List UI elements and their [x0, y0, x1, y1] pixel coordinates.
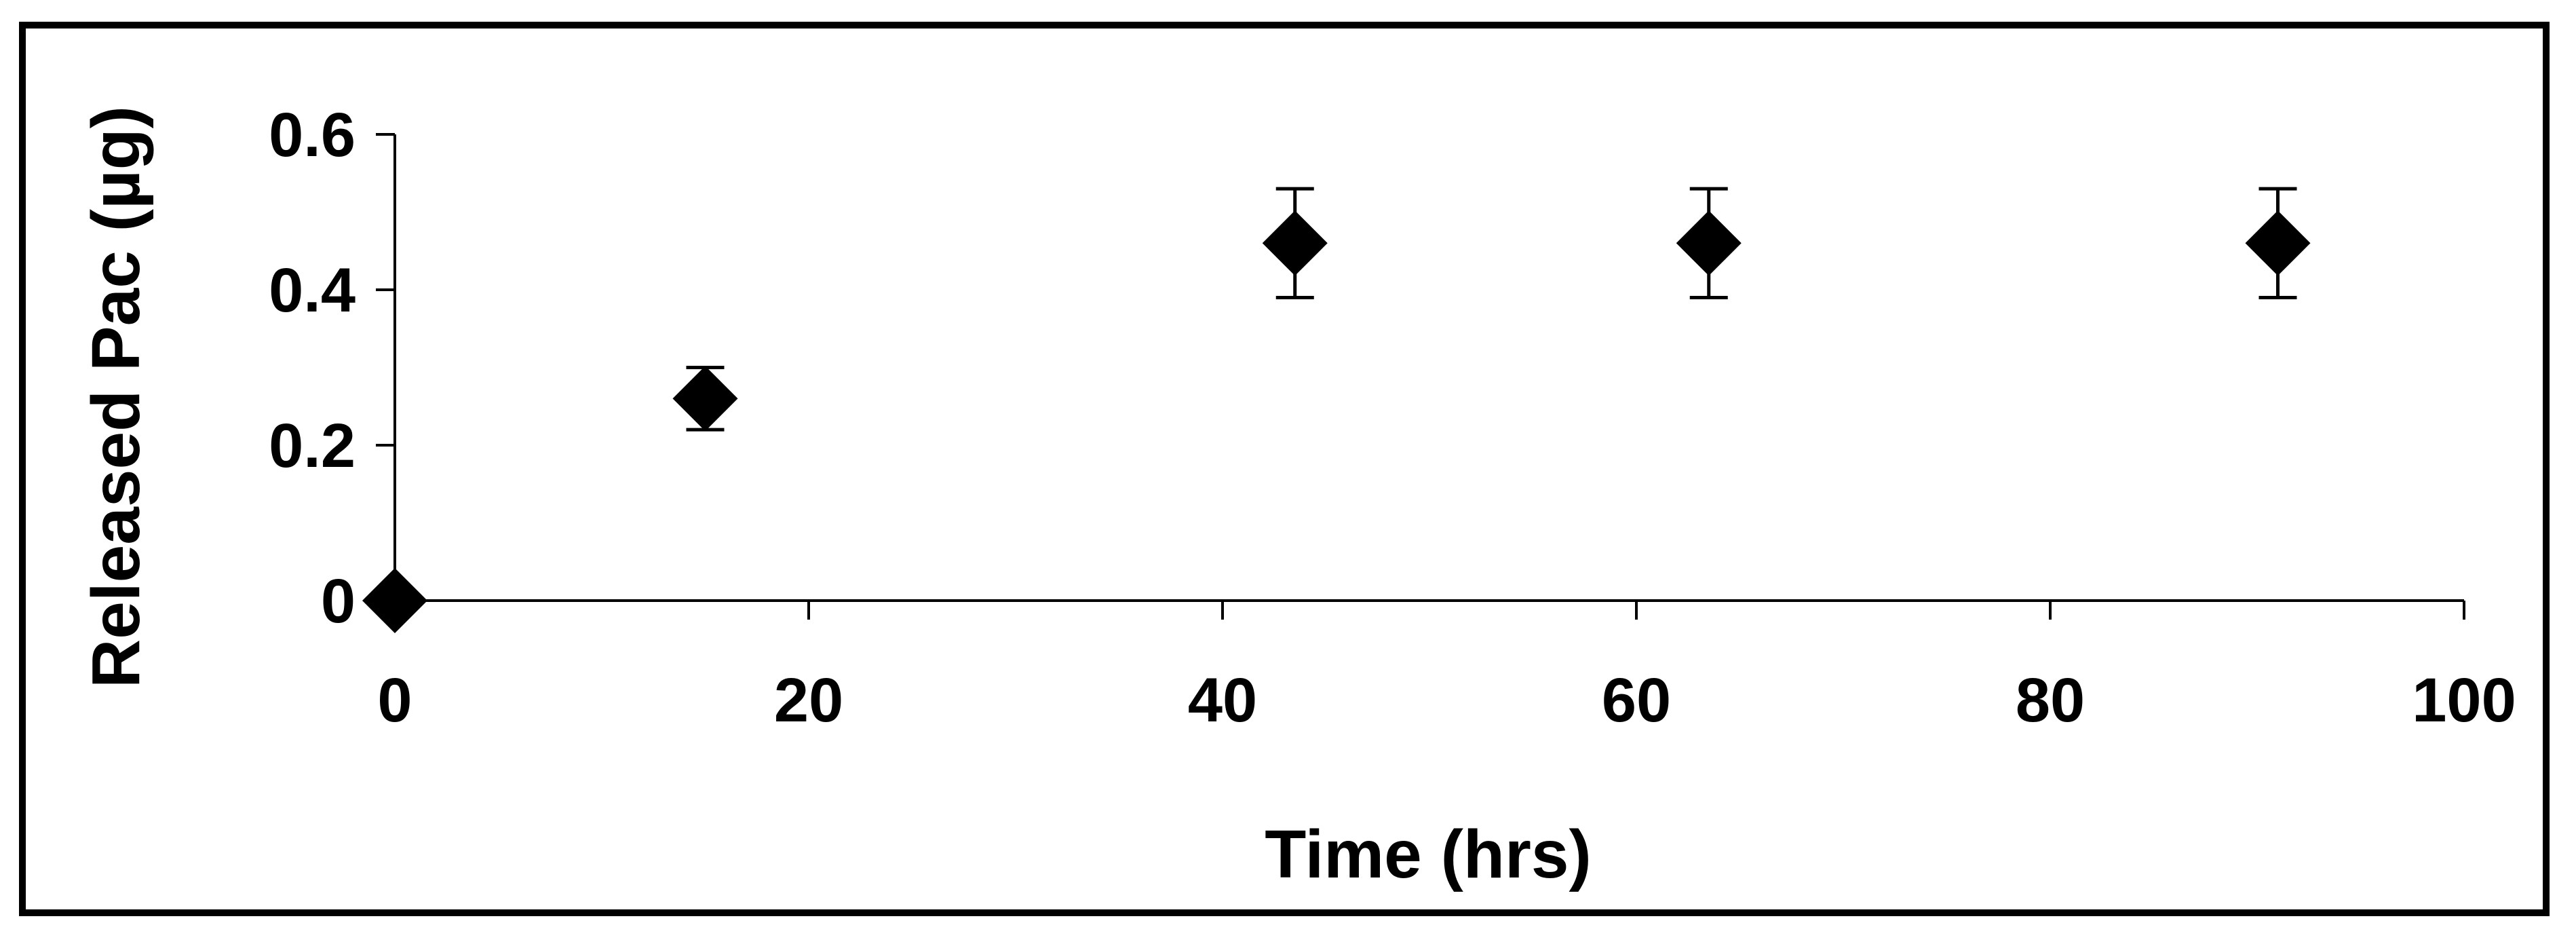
x-tick-label: 0	[377, 666, 412, 735]
y-axis-title: Released Pac (µg)	[78, 106, 154, 688]
y-tick-label: 0.2	[269, 411, 355, 480]
data-point	[2245, 210, 2311, 276]
data-point	[362, 568, 427, 633]
error-bars	[686, 187, 2297, 432]
x-tick-label: 80	[2016, 666, 2085, 735]
y-tick-label: 0.4	[269, 256, 355, 325]
x-tick-label: 60	[1602, 666, 1671, 735]
ticks: 0 20 40 60 80 100 0 0.2 0.4 0.6	[269, 100, 2516, 735]
x-tick-label: 20	[774, 666, 843, 735]
y-tick-label: 0.6	[269, 100, 355, 170]
x-tick-label: 40	[1188, 666, 1257, 735]
chart-frame	[19, 22, 2550, 916]
y-tick-label: 0	[321, 567, 355, 636]
data-point	[672, 366, 738, 432]
x-axis-title: Time (hrs)	[1265, 816, 1592, 892]
data-point	[1262, 210, 1328, 276]
data-point	[1676, 210, 1742, 276]
axes	[393, 134, 2464, 602]
x-tick-label: 100	[2412, 666, 2516, 735]
data-points	[362, 210, 2311, 633]
